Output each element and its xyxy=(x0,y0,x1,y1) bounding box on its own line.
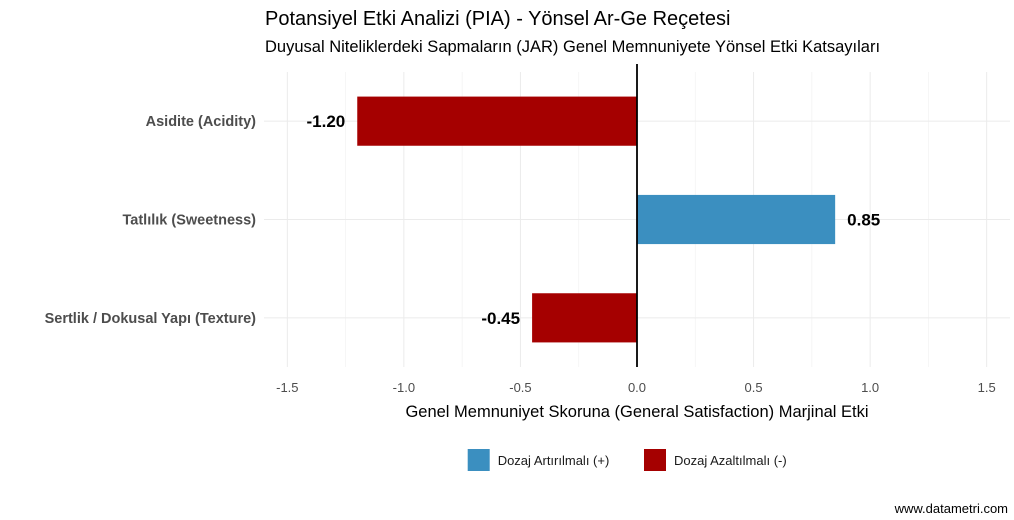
legend-label: Dozaj Azaltılmalı (-) xyxy=(674,453,787,468)
legend-swatch xyxy=(644,449,666,471)
value-labels: -1.20 0.85 -0.45 xyxy=(307,112,881,328)
x-tick-label: 1.5 xyxy=(978,380,996,395)
x-tick-label: 0.5 xyxy=(745,380,763,395)
category-label: Tatlılık (Sweetness) xyxy=(123,213,257,229)
legend-label: Dozaj Artırılmalı (+) xyxy=(498,453,610,468)
bar xyxy=(357,96,637,146)
legend: Dozaj Artırılmalı (+) Dozaj Azaltılmalı (… xyxy=(467,449,787,471)
bar-value-label: 0.85 xyxy=(847,211,880,230)
x-tick-labels: -1.5 -1.0 -0.5 0.0 0.5 1.0 1.5 xyxy=(276,380,996,395)
category-label: Asidite (Acidity) xyxy=(146,114,257,130)
x-axis-title: Genel Memnuniyet Skoruna (General Satisf… xyxy=(405,403,868,421)
bar xyxy=(637,194,836,245)
legend-swatch xyxy=(467,449,490,471)
bar xyxy=(532,293,637,343)
x-tick-label: -1.0 xyxy=(393,380,415,395)
x-tick-label: 1.0 xyxy=(861,380,879,395)
chart-subtitle: Duyusal Niteliklerdeki Sapmaların (JAR) … xyxy=(265,38,880,56)
category-labels: Asidite (Acidity) Tatlılık (Sweetness) Ser… xyxy=(45,114,257,327)
x-tick-label: 0.0 xyxy=(628,380,646,395)
bar-value-label: -1.20 xyxy=(307,112,346,131)
x-tick-label: -0.5 xyxy=(509,380,531,395)
x-tick-label: -1.5 xyxy=(276,380,298,395)
source-caption: www.datametri.com xyxy=(894,501,1008,516)
category-label: Sertlik / Dokusal Yapı (Texture) xyxy=(45,311,257,327)
bars-layer xyxy=(357,96,836,343)
chart-title: Potansiyel Etki Analizi (PIA) - Yönsel A… xyxy=(265,8,730,30)
bar-value-label: -0.45 xyxy=(481,309,520,328)
